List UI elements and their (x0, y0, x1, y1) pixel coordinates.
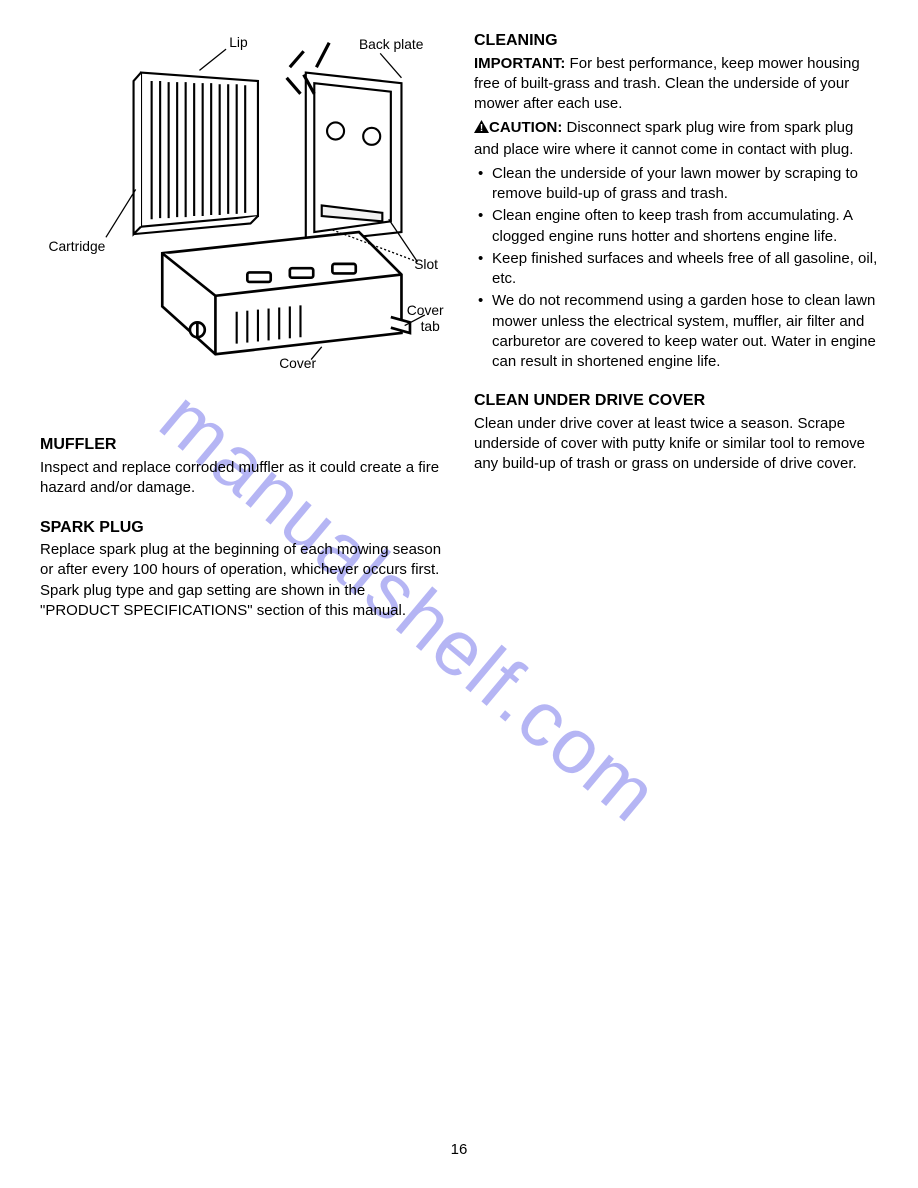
diagram-label-cover-tab-1: Cover (407, 302, 444, 318)
cleaning-important: IMPORTANT: For best performance, keep mo… (474, 54, 878, 115)
important-label: IMPORTANT: (474, 55, 565, 72)
page-content: Lip Back plate Cartridge Slot Cover Cove… (40, 30, 878, 625)
spark-plug-body: Replace spark plug at the beginning of e… (40, 540, 444, 621)
diagram-label-slot: Slot (414, 256, 438, 272)
left-column: Lip Back plate Cartridge Slot Cover Cove… (40, 30, 444, 625)
caution-label: CAUTION: (489, 119, 562, 136)
list-item: We do not recommend using a garden hose … (474, 291, 878, 372)
page-number: 16 (0, 1140, 918, 1160)
list-item: Clean the underside of your lawn mower b… (474, 164, 878, 205)
cleaning-caution: !CAUTION: Disconnect spark plug wire fro… (474, 118, 878, 160)
list-item: Keep finished surfaces and wheels free o… (474, 249, 878, 290)
svg-text:!: ! (480, 123, 483, 133)
muffler-heading: MUFFLER (40, 434, 444, 456)
cleaning-heading: CLEANING (474, 30, 878, 52)
right-column: CLEANING IMPORTANT: For best performance… (474, 30, 878, 625)
warning-icon: ! (474, 119, 489, 139)
diagram-label-cartridge: Cartridge (49, 238, 106, 254)
diagram-label-cover-tab-2: tab (421, 318, 441, 334)
cleaning-bullets: Clean the underside of your lawn mower b… (474, 164, 878, 373)
diagram-label-cover: Cover (279, 355, 316, 370)
clean-under-heading: CLEAN UNDER DRIVE COVER (474, 390, 878, 412)
diagram-label-lip: Lip (229, 34, 248, 50)
muffler-body: Inspect and replace corroded muffler as … (40, 458, 444, 499)
spark-plug-heading: SPARK PLUG (40, 517, 444, 539)
list-item: Clean engine often to keep trash from ac… (474, 206, 878, 247)
air-filter-diagram: Lip Back plate Cartridge Slot Cover Cove… (40, 30, 444, 370)
clean-under-body: Clean under drive cover at least twice a… (474, 414, 878, 475)
diagram-label-back-plate: Back plate (359, 36, 424, 52)
